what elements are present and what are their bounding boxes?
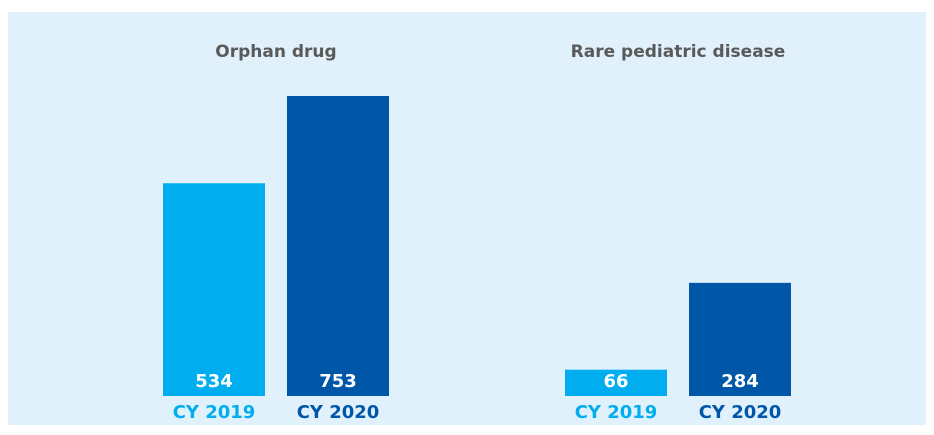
- value-label: 753: [319, 371, 357, 392]
- category-label: CY 2019: [173, 402, 256, 423]
- category-label: CY 2020: [699, 402, 782, 423]
- value-label: 534: [195, 371, 233, 392]
- category-label: CY 2019: [575, 402, 658, 423]
- bar: [689, 282, 791, 396]
- chart-title: Rare pediatric disease: [571, 42, 786, 62]
- category-label: CY 2020: [297, 402, 380, 423]
- chart-title: Orphan drug: [215, 42, 336, 62]
- bar: [287, 96, 389, 396]
- value-label: 66: [603, 371, 628, 392]
- value-label: 284: [721, 371, 759, 392]
- bar: [565, 369, 667, 396]
- bar: [163, 183, 265, 396]
